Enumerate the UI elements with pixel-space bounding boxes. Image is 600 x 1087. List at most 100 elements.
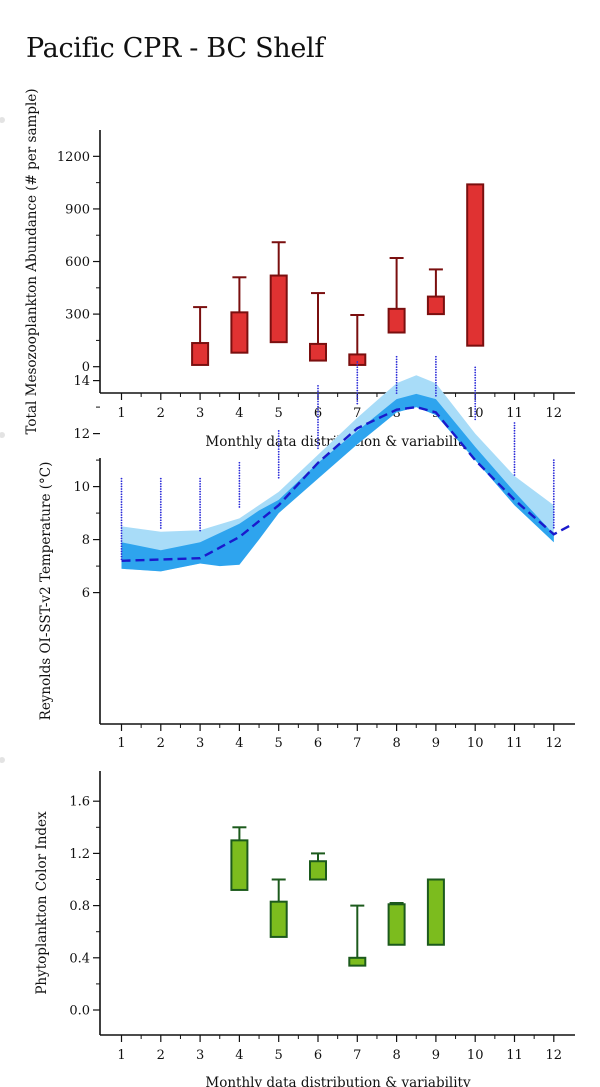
observation-point — [317, 403, 319, 405]
observation-point — [356, 374, 359, 376]
observation-point — [552, 524, 555, 526]
observation-point — [120, 553, 123, 555]
y-tick-label: 300 — [65, 308, 90, 323]
observation-point — [395, 387, 398, 389]
observation-point — [120, 501, 123, 503]
observation-point — [513, 463, 516, 466]
observation-point — [513, 448, 516, 450]
observation-point — [199, 503, 202, 506]
observation-point — [474, 382, 477, 384]
box-month-5 — [269, 274, 288, 344]
observation-point — [238, 469, 241, 472]
observation-point — [277, 456, 280, 458]
observation-point — [277, 430, 280, 432]
x-tick-label: 8 — [392, 736, 400, 751]
observation-point — [474, 379, 477, 382]
observation-point — [120, 506, 123, 509]
observation-point — [552, 503, 555, 506]
observation-point — [277, 466, 280, 469]
observation-point — [395, 384, 398, 387]
observation-point — [474, 410, 477, 413]
y-tick-label: 10 — [73, 480, 90, 495]
observation-point — [317, 387, 319, 390]
x-tick-label: 1 — [117, 1048, 125, 1063]
observation-point — [474, 384, 477, 387]
observation-point — [159, 524, 162, 527]
observation-point — [159, 493, 162, 496]
y-tick-label: 0.0 — [69, 1004, 90, 1019]
observation-point — [356, 379, 359, 382]
observation-point — [120, 550, 123, 553]
observation-point — [238, 503, 241, 506]
observation-point — [199, 501, 202, 503]
observation-point — [395, 355, 398, 358]
observation-point — [317, 413, 319, 416]
observation-point — [120, 511, 123, 514]
observation-point — [159, 521, 162, 524]
observation-point — [552, 526, 555, 529]
decorative-dot — [0, 757, 5, 763]
observation-point — [199, 490, 202, 493]
x-tick-label: 10 — [467, 1048, 484, 1063]
observation-point — [474, 371, 477, 374]
observation-point — [317, 421, 319, 424]
observation-point — [552, 506, 555, 508]
observation-point — [513, 424, 516, 427]
observation-point — [356, 361, 359, 363]
observation-point — [120, 534, 123, 537]
observation-point — [552, 519, 555, 521]
x-tick-label: 11 — [506, 1048, 523, 1063]
observation-point — [120, 508, 123, 511]
zooplankton-abundance-chart: 03006009001200123456789101112Total Mesoz… — [24, 88, 575, 450]
x-tick-label: 7 — [353, 1048, 361, 1063]
observation-point — [277, 463, 280, 466]
observation-point — [317, 447, 319, 450]
x-tick-label: 11 — [506, 406, 523, 421]
observation-point — [159, 503, 162, 506]
observation-point — [356, 392, 359, 395]
observation-point — [159, 490, 162, 493]
observation-point — [317, 411, 319, 413]
box-month-10 — [466, 183, 485, 347]
observation-point — [317, 424, 319, 426]
y-tick-label: 1.2 — [69, 847, 90, 862]
x-tick-label: 6 — [314, 406, 322, 421]
observation-point — [317, 431, 319, 434]
observation-point — [356, 389, 359, 392]
observation-point — [238, 495, 241, 498]
observation-point — [474, 369, 477, 371]
y-tick-label: 900 — [65, 202, 90, 217]
observation-point — [120, 521, 123, 524]
observation-point — [120, 485, 123, 488]
observation-point — [120, 490, 123, 493]
y-tick-label: 0 — [82, 360, 90, 375]
x-tick-label: 3 — [196, 1048, 204, 1063]
y-tick-label: 0.8 — [69, 899, 90, 914]
observation-point — [513, 466, 516, 469]
observation-point — [317, 385, 319, 387]
observation-point — [552, 513, 555, 516]
observation-point — [513, 455, 516, 458]
y-tick-label: 1.6 — [69, 795, 90, 810]
box-month-3 — [191, 342, 210, 366]
observation-point — [120, 555, 123, 558]
observation-point — [395, 389, 398, 392]
observation-point — [238, 464, 241, 467]
observation-point — [474, 395, 477, 397]
x-tick-label: 8 — [392, 406, 400, 421]
observation-point — [199, 524, 202, 527]
observation-point — [356, 368, 359, 371]
observation-point — [474, 392, 477, 395]
observation-point — [199, 519, 202, 522]
observation-point — [277, 445, 280, 448]
observation-point — [120, 498, 123, 501]
observation-point — [395, 381, 398, 384]
x-tick-label: 12 — [546, 736, 563, 751]
observation-point — [395, 379, 398, 382]
x-tick-label: 12 — [546, 1048, 563, 1063]
observation-point — [238, 490, 241, 493]
mean-temperature-line — [121, 405, 575, 562]
observation-point — [513, 471, 516, 474]
observation-point — [238, 467, 241, 469]
observation-point — [552, 490, 555, 493]
